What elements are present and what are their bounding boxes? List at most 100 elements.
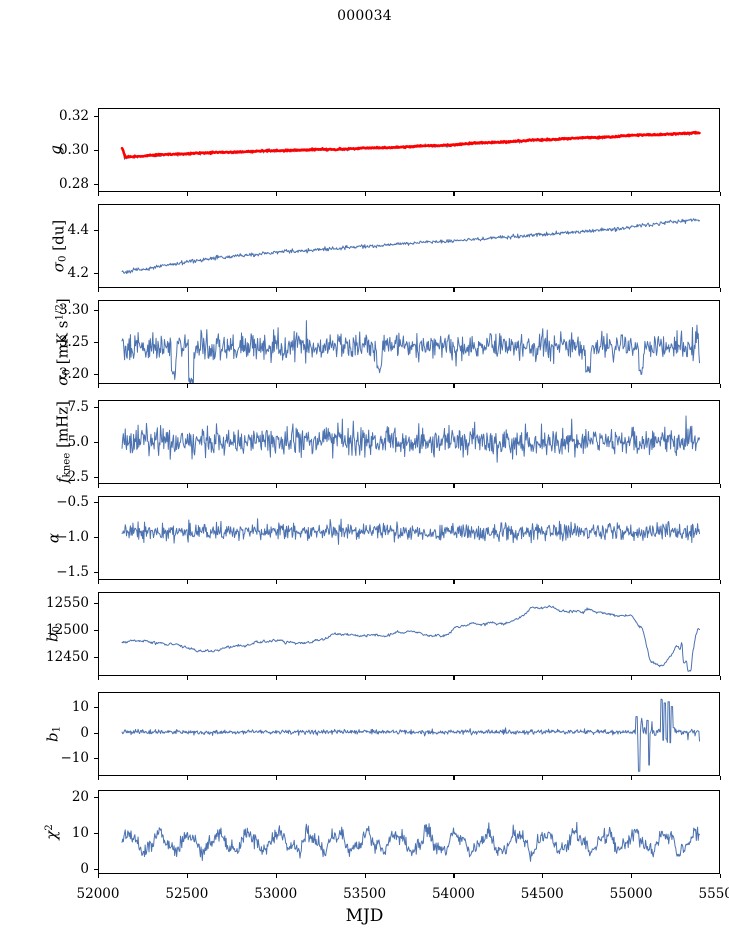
x-tick-mark [453, 384, 455, 388]
y-axis-label: α [44, 532, 63, 544]
y-tick-mark [94, 116, 98, 118]
x-tick-mark [453, 776, 455, 780]
y-tick-mark [94, 797, 98, 799]
x-tick-mark [631, 288, 633, 292]
x-tick-mark [275, 776, 277, 780]
y-tick-label: 0.32 [58, 108, 89, 125]
y-tick-label: 10 [71, 699, 89, 716]
y-axis-label: g [46, 145, 65, 155]
x-tick-mark [720, 484, 722, 488]
y-tick-label: 3.25 [58, 334, 89, 350]
x-tick-mark [186, 384, 188, 388]
y-tick-mark [94, 309, 98, 311]
x-tick-mark [98, 288, 100, 292]
y-tick-mark [94, 571, 98, 573]
x-tick-mark [275, 484, 277, 488]
y-axis-label: σ0 [mK s1/2] [53, 298, 73, 386]
data-series-alpha [122, 519, 699, 545]
x-tick-label: 55500 [698, 886, 729, 902]
x-tick-mark [720, 288, 722, 292]
x-tick-mark [453, 580, 455, 584]
plot-panel-f-knee-mhz [98, 400, 720, 484]
y-tick-label: 7.5 [67, 399, 89, 415]
x-tick-label: 55000 [609, 886, 653, 902]
x-tick-mark [364, 192, 366, 196]
x-tick-mark [542, 580, 544, 584]
x-tick-mark [542, 676, 544, 680]
x-tick-mark [720, 676, 722, 680]
y-tick-mark [94, 342, 98, 344]
y-axis-label: fknee [mHz] [53, 400, 73, 484]
panel-plot-area [99, 401, 719, 483]
x-tick-mark [453, 874, 455, 878]
x-tick-mark [720, 776, 722, 780]
x-tick-mark [542, 874, 544, 878]
x-tick-mark [631, 776, 633, 780]
panel-plot-area [99, 593, 719, 675]
x-tick-mark [98, 776, 100, 780]
y-tick-label: 0 [80, 860, 89, 877]
x-tick-mark [720, 192, 722, 196]
figure-title: 000034 [337, 8, 392, 24]
y-tick-mark [94, 272, 98, 275]
x-tick-label: 54500 [520, 886, 564, 902]
x-tick-mark [631, 676, 633, 680]
y-tick-label: 3.30 [58, 301, 89, 318]
x-tick-mark [720, 874, 722, 878]
y-tick-label: 4.2 [67, 264, 89, 281]
x-tick-mark [275, 288, 277, 292]
x-tick-mark [186, 288, 188, 292]
y-tick-label: 2.5 [67, 469, 89, 485]
x-tick-mark [631, 580, 633, 584]
x-tick-mark [186, 676, 188, 680]
y-tick-label: 20 [71, 789, 89, 806]
y-tick-mark [94, 629, 98, 632]
x-tick-mark [186, 192, 188, 196]
x-tick-mark [364, 580, 366, 584]
plot-panel-g [98, 108, 720, 192]
x-tick-label: 53000 [254, 886, 298, 902]
y-tick-mark [94, 374, 98, 376]
y-tick-label: −1.0 [56, 528, 89, 545]
x-tick-mark [275, 192, 277, 196]
y-tick-mark [94, 501, 98, 503]
x-tick-mark [453, 676, 455, 680]
data-series-gain-model [122, 132, 699, 157]
panel-plot-area [99, 693, 719, 775]
x-tick-mark [98, 384, 100, 388]
y-tick-label: 12500 [46, 621, 89, 638]
y-tick-mark [94, 150, 98, 152]
y-tick-mark [94, 407, 98, 409]
x-tick-mark [364, 288, 366, 292]
x-tick-mark [631, 484, 633, 488]
x-tick-mark [186, 580, 188, 584]
y-tick-mark [94, 732, 98, 734]
x-tick-mark [364, 484, 366, 488]
plot-panel-b-1 [98, 692, 720, 776]
y-tick-mark [94, 602, 98, 604]
x-tick-mark [186, 776, 188, 780]
x-tick-mark [453, 484, 455, 488]
y-tick-label: 12550 [46, 594, 89, 611]
plot-panel-b-0 [98, 592, 720, 676]
panel-plot-area [99, 109, 719, 191]
x-tick-mark [542, 484, 544, 488]
panel-plot-area [99, 301, 719, 383]
y-tick-label: 3.20 [58, 366, 89, 383]
x-tick-label: 52000 [76, 886, 120, 902]
y-tick-label: 5.0 [67, 434, 89, 450]
x-tick-mark [364, 676, 366, 680]
panel-plot-area [99, 205, 719, 287]
x-tick-mark [720, 384, 722, 388]
x-tick-mark [275, 874, 277, 878]
x-tick-mark [364, 776, 366, 780]
x-tick-mark [542, 776, 544, 780]
y-tick-mark [94, 536, 98, 538]
plot-panel-sigma-0-du [98, 204, 720, 288]
x-tick-mark [98, 484, 100, 488]
data-series-chi2 [122, 822, 699, 861]
x-tick-mark [186, 484, 188, 488]
plot-panel-sigma-0-mk-s-1-2 [98, 300, 720, 384]
x-tick-mark [542, 192, 544, 196]
